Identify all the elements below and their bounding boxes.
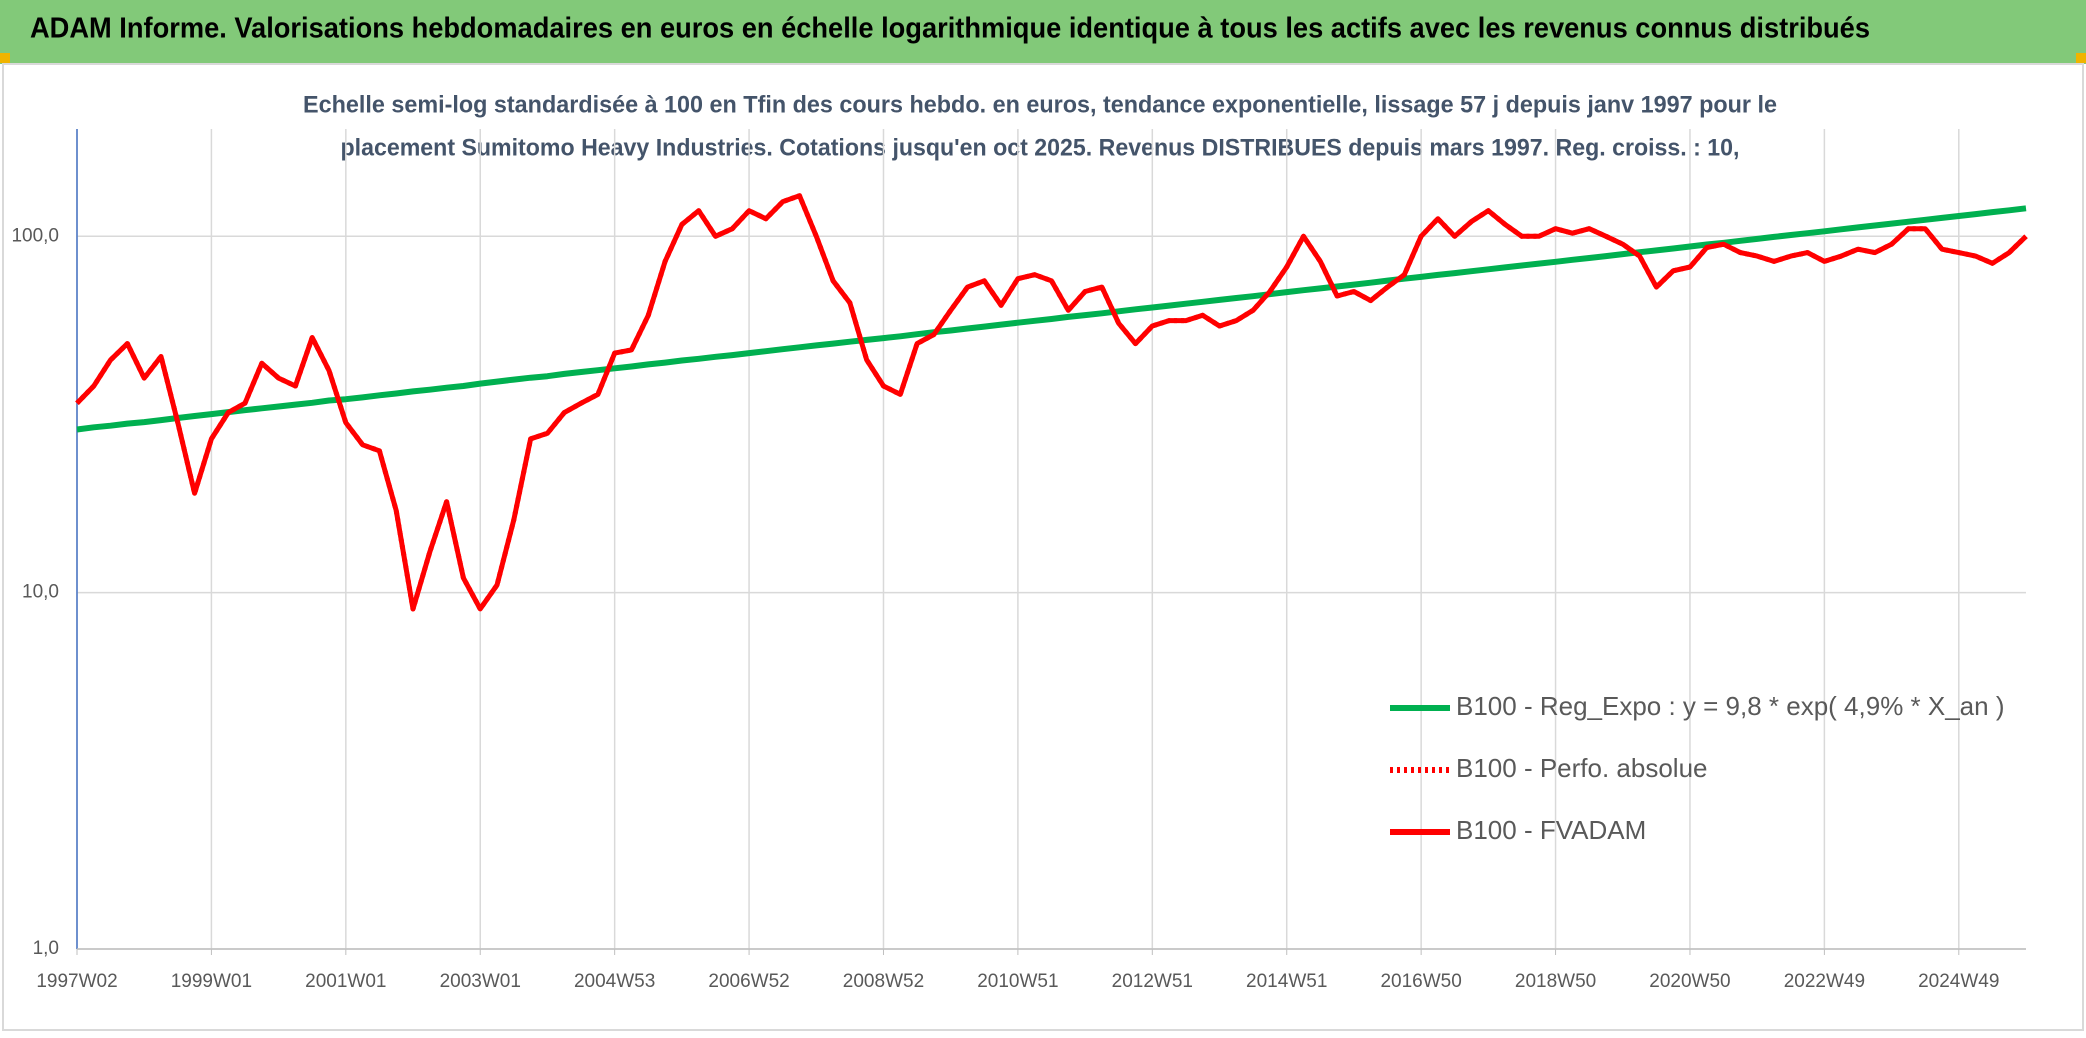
corner-mark	[0, 53, 10, 63]
chart-frame	[2, 63, 2084, 1031]
x-tick-label: 2012W51	[1112, 971, 1193, 992]
x-tick-label: 2008W52	[843, 971, 924, 992]
x-tick-label: 2001W01	[305, 971, 386, 992]
x-tick-label: 2010W51	[977, 971, 1058, 992]
y-tick-label: 1,0	[33, 938, 59, 959]
x-tick-label: 2018W50	[1515, 971, 1596, 992]
legend-label: B100 - Perfo. absolue	[1456, 753, 1708, 783]
chart-subtitle: placement Sumitomo Heavy Industries. Cot…	[341, 134, 1740, 161]
data-line	[76, 205, 2027, 433]
x-tick-label: 2014W51	[1246, 971, 1327, 992]
x-tick-label: 2020W50	[1649, 971, 1730, 992]
corner-mark	[2076, 53, 2086, 63]
x-tick-label: 2024W49	[1918, 971, 1999, 992]
legend-label: B100 - FVADAM	[1456, 815, 1646, 845]
y-tick-label: 10,0	[22, 582, 59, 603]
page-title: ADAM Informe. Valorisations hebdomadaire…	[30, 13, 1870, 45]
x-tick-label: 1997W02	[36, 971, 117, 992]
x-tick-label: 2016W50	[1380, 971, 1461, 992]
chart-subtitle: Echelle semi-log standardisée à 100 en T…	[303, 91, 1777, 118]
legend-label: B100 - Reg_Expo : y = 9,8 * exp( 4,9% * …	[1456, 691, 2005, 721]
header-bar	[0, 0, 2086, 64]
x-tick-label: 2004W53	[574, 971, 655, 992]
y-tick-label: 100,0	[11, 225, 59, 246]
data-line	[75, 193, 2028, 612]
x-tick-label: 1999W01	[171, 971, 252, 992]
x-tick-label: 2006W52	[708, 971, 789, 992]
x-tick-label: 2003W01	[440, 971, 521, 992]
x-tick-label: 2022W49	[1784, 971, 1865, 992]
